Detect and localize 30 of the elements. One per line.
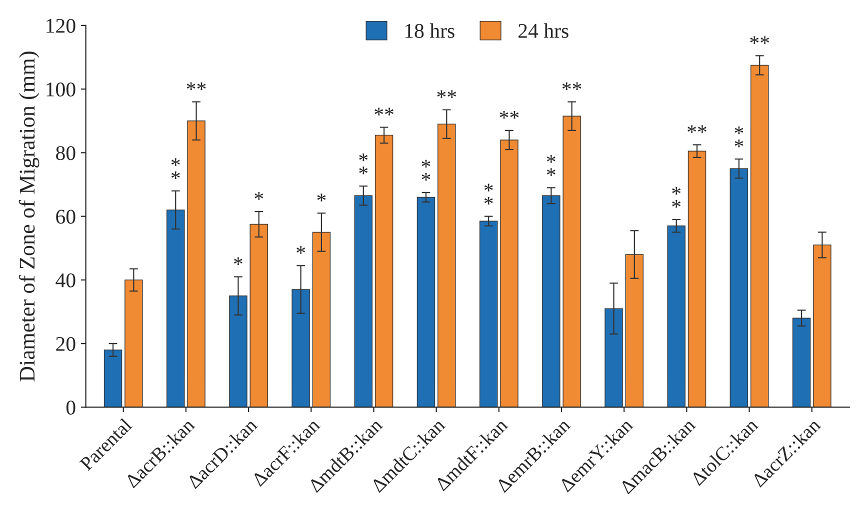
annotation: ** [688, 125, 706, 133]
annotation: * * [672, 186, 681, 208]
annotation: ** [734, 126, 744, 148]
bar [416, 196, 436, 408]
annotation: * [234, 257, 242, 265]
y-tick-label: 80 [56, 146, 76, 160]
annotation: * * [171, 158, 180, 180]
annotation: ** [374, 108, 394, 116]
bar [479, 220, 498, 408]
annotation: * [317, 194, 326, 202]
annotation: * * [422, 160, 430, 181]
y-axis-title: Diameter of Zone of Migration (mm) [18, 52, 40, 382]
annotation: * [254, 192, 264, 200]
y-tick-label: 0 [66, 400, 76, 415]
annotation: ** [750, 36, 770, 44]
legend-label: 18 hrs [405, 23, 454, 38]
legend-label: 24 hrs [518, 23, 568, 38]
annotation: * * [359, 154, 368, 174]
y-tick-label: 60 [56, 210, 76, 224]
annotation: ** [437, 90, 456, 98]
annotation: ** [562, 82, 582, 90]
annotation: * * [484, 184, 493, 204]
y-tick-label: 100 [46, 82, 76, 97]
annotation: ** [500, 110, 519, 119]
annotation: * * [546, 155, 556, 176]
annotation: ** [186, 82, 206, 90]
y-tick-label: 120 [46, 18, 76, 33]
annotation: * [296, 246, 306, 254]
y-tick-label: 40 [56, 273, 76, 288]
y-tick-label: 20 [56, 336, 76, 352]
